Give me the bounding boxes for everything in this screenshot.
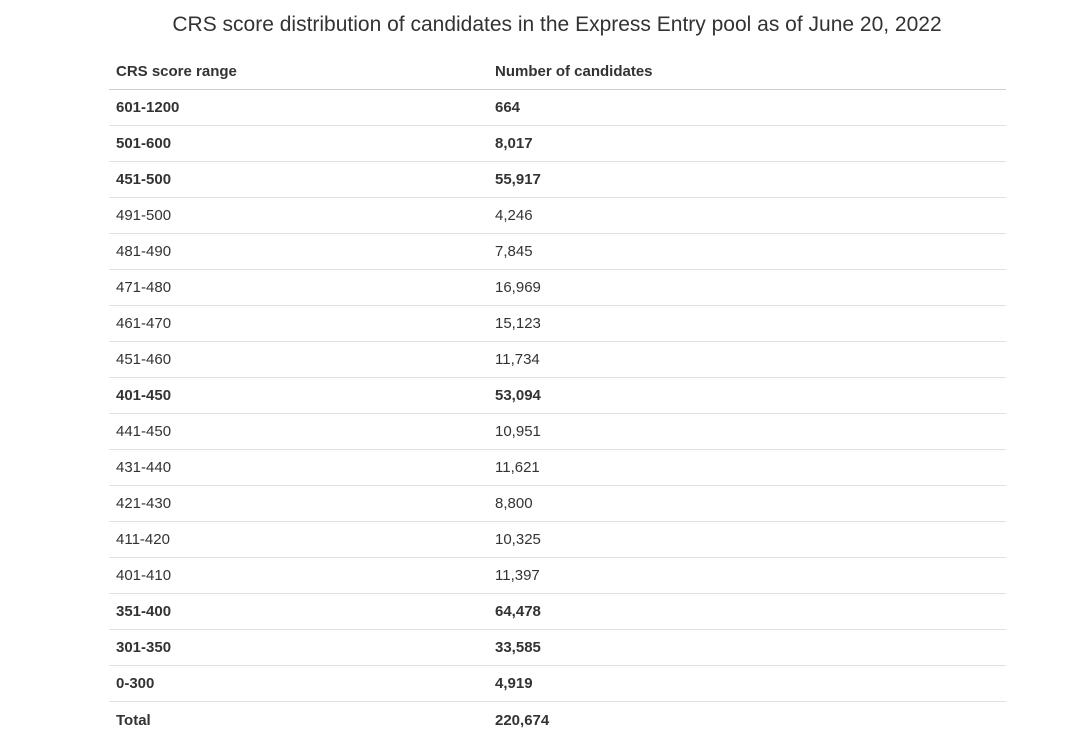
column-header-score-range: CRS score range xyxy=(116,63,237,80)
table-row: 461-470 15,123 xyxy=(109,306,1006,342)
candidate-count-cell: 7,845 xyxy=(495,243,533,260)
table-row: 481-490 7,845 xyxy=(109,234,1006,270)
candidate-count-cell: 664 xyxy=(495,99,521,116)
table-row: 421-430 8,800 xyxy=(109,486,1006,522)
candidate-count-cell: 8,017 xyxy=(495,135,533,152)
table-row: 441-450 10,951 xyxy=(109,414,1006,450)
score-range-cell: 431-440 xyxy=(116,459,172,476)
candidate-count-cell: 10,325 xyxy=(495,531,541,548)
table-row: 431-440 11,621 xyxy=(109,450,1006,486)
score-range-cell: 441-450 xyxy=(116,423,172,440)
candidate-count-cell: 11,621 xyxy=(495,459,540,476)
candidate-count-cell: 53,094 xyxy=(495,387,541,404)
table-total-row: Total 220,674 xyxy=(109,702,1006,738)
score-range-cell: Total xyxy=(116,711,151,729)
table-row: 351-400 64,478 xyxy=(109,594,1006,630)
crs-distribution-table: CRS score range Number of candidates 601… xyxy=(109,54,1006,738)
page-title: CRS score distribution of candidates in … xyxy=(172,13,942,36)
candidate-count-cell: 4,919 xyxy=(495,675,533,692)
score-range-cell: 501-600 xyxy=(116,135,172,152)
table-row: 601-1200 664 xyxy=(109,90,1006,126)
candidate-count-cell: 8,800 xyxy=(495,495,533,512)
table-row: 411-420 10,325 xyxy=(109,522,1006,558)
candidate-count-cell: 11,734 xyxy=(495,351,540,368)
table-header-row: CRS score range Number of candidates xyxy=(109,54,1006,90)
score-range-cell: 401-450 xyxy=(116,387,172,404)
score-range-cell: 471-480 xyxy=(116,279,172,296)
score-range-cell: 421-430 xyxy=(116,495,172,512)
table-row: 491-500 4,246 xyxy=(109,198,1006,234)
table-row: 401-410 11,397 xyxy=(109,558,1006,594)
candidate-count-cell: 16,969 xyxy=(495,279,541,296)
table-row: 301-350 33,585 xyxy=(109,630,1006,666)
score-range-cell: 0-300 xyxy=(116,675,155,692)
candidate-count-cell: 33,585 xyxy=(495,639,541,656)
score-range-cell: 351-400 xyxy=(116,603,172,620)
candidate-count-cell: 4,246 xyxy=(495,207,533,224)
candidate-count-cell: 220,674 xyxy=(495,711,550,729)
score-range-cell: 601-1200 xyxy=(116,99,180,116)
score-range-cell: 451-460 xyxy=(116,351,172,368)
score-range-cell: 461-470 xyxy=(116,315,172,332)
score-range-cell: 301-350 xyxy=(116,639,172,656)
score-range-cell: 401-410 xyxy=(116,567,172,584)
score-range-cell: 451-500 xyxy=(116,171,172,188)
candidate-count-cell: 15,123 xyxy=(495,315,541,332)
table-row: 451-460 11,734 xyxy=(109,342,1006,378)
column-header-candidates: Number of candidates xyxy=(495,63,653,80)
score-range-cell: 411-420 xyxy=(116,531,170,548)
table-row: 501-600 8,017 xyxy=(109,126,1006,162)
candidate-count-cell: 10,951 xyxy=(495,423,541,440)
table-row: 401-450 53,094 xyxy=(109,378,1006,414)
score-range-cell: 491-500 xyxy=(116,207,172,224)
score-range-cell: 481-490 xyxy=(116,243,172,260)
candidate-count-cell: 11,397 xyxy=(495,567,540,584)
candidate-count-cell: 55,917 xyxy=(495,171,541,188)
table-row: 451-500 55,917 xyxy=(109,162,1006,198)
table-row: 471-480 16,969 xyxy=(109,270,1006,306)
candidate-count-cell: 64,478 xyxy=(495,603,541,620)
table-row: 0-300 4,919 xyxy=(109,666,1006,702)
